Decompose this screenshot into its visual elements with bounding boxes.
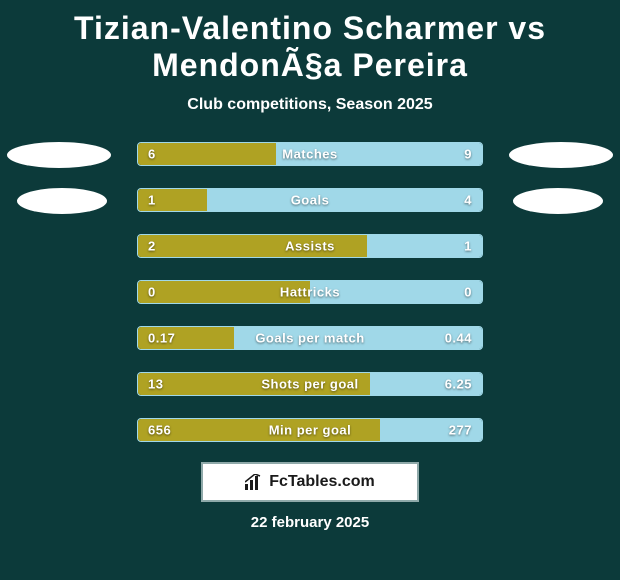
stat-bar: 13 6.25 Shots per goal	[137, 372, 483, 396]
stat-label: Hattricks	[280, 285, 340, 300]
bar-chart-icon	[245, 474, 263, 490]
stat-value-right: 277	[449, 423, 472, 438]
stat-value-right: 6.25	[445, 377, 472, 392]
stat-bar: 2 1 Assists	[137, 234, 483, 258]
stat-value-right: 9	[464, 147, 472, 162]
footer-date: 22 february 2025	[0, 514, 620, 531]
stat-value-left: 13	[148, 377, 163, 392]
stat-bar-left	[138, 143, 276, 165]
stat-value-left: 0.17	[148, 331, 175, 346]
stat-value-right: 0.44	[445, 331, 472, 346]
stat-value-left: 6	[148, 147, 156, 162]
stat-label: Min per goal	[269, 423, 352, 438]
stat-label: Goals	[291, 193, 330, 208]
stat-bar: 0.17 0.44 Goals per match	[137, 326, 483, 350]
stat-bar: 1 4 Goals	[137, 188, 483, 212]
stat-value-right: 1	[464, 239, 472, 254]
stat-value-left: 2	[148, 239, 156, 254]
stat-value-right: 0	[464, 285, 472, 300]
stat-value-right: 4	[464, 193, 472, 208]
stat-bar-right	[207, 189, 482, 211]
stat-label: Assists	[285, 239, 335, 254]
comparison-subtitle: Club competitions, Season 2025	[0, 96, 620, 114]
player1-avatar-b	[17, 188, 107, 214]
stat-label: Shots per goal	[261, 377, 358, 392]
player2-avatar-b	[513, 188, 603, 214]
stat-value-left: 656	[148, 423, 171, 438]
comparison-title: Tizian-Valentino Scharmer vs MendonÃ§a P…	[0, 0, 620, 84]
stat-value-left: 1	[148, 193, 156, 208]
stat-bar: 0 0 Hattricks	[137, 280, 483, 304]
stat-bar: 6 9 Matches	[137, 142, 483, 166]
source-badge[interactable]: FcTables.com	[201, 462, 419, 502]
stat-value-left: 0	[148, 285, 156, 300]
source-label: FcTables.com	[269, 473, 375, 491]
stat-label: Matches	[282, 147, 338, 162]
stats-container: 6 9 Matches 1 4 Goals 2 1 Assists 0 0 Hattricks 0.17…	[0, 142, 620, 442]
stat-bar: 656 277 Min per goal	[137, 418, 483, 442]
player2-avatar-a	[509, 142, 613, 168]
stat-label: Goals per match	[255, 331, 364, 346]
player1-avatar-a	[7, 142, 111, 168]
